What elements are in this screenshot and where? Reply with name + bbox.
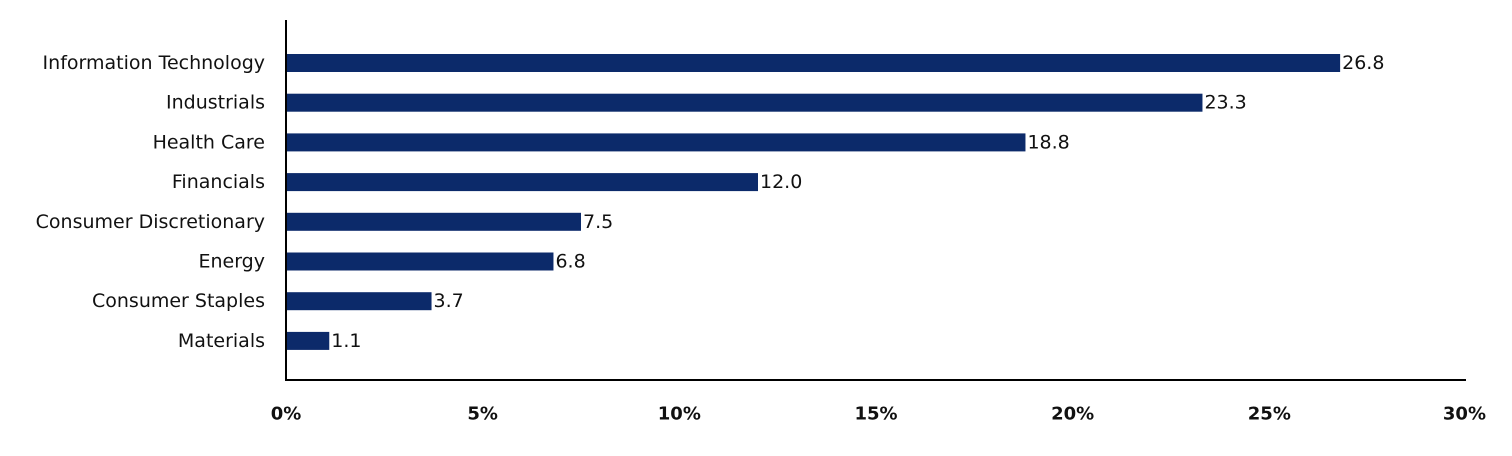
category-labels-group: Information Technology Industrials Health … — [36, 52, 265, 352]
category-label: Energy — [198, 251, 265, 273]
value-label: 12.0 — [760, 171, 802, 193]
bar — [286, 54, 1341, 72]
bar — [286, 212, 581, 231]
category-label: Health Care — [153, 131, 265, 153]
bars-group — [286, 54, 1341, 350]
x-tick-label: 0% — [271, 404, 302, 425]
category-label: Financials — [172, 171, 265, 193]
value-label: 6.8 — [555, 251, 585, 273]
bar — [286, 93, 1203, 112]
value-label: 18.8 — [1027, 131, 1069, 153]
value-label: 1.1 — [331, 330, 361, 352]
bar — [286, 331, 330, 350]
bar — [286, 252, 554, 271]
x-tick-label: 25% — [1248, 404, 1291, 425]
x-tick-label: 5% — [467, 404, 498, 425]
category-label: Consumer Discretionary — [36, 211, 265, 233]
bar — [286, 292, 432, 311]
category-label: Industrials — [166, 92, 265, 114]
value-label: 26.8 — [1342, 52, 1384, 74]
x-tick-label: 10% — [658, 404, 701, 425]
category-label: Consumer Staples — [92, 290, 265, 312]
x-tick-label: 15% — [854, 404, 897, 425]
category-label: Information Technology — [43, 52, 265, 74]
category-label: Materials — [178, 330, 265, 352]
x-tick-label: 20% — [1051, 404, 1094, 425]
value-label: 7.5 — [583, 211, 613, 233]
value-label: 3.7 — [434, 290, 464, 312]
x-tick-label: 30% — [1443, 404, 1486, 425]
x-tick-labels-group: 0% 5% 10% 15% 20% 25% 30% — [271, 404, 1486, 425]
value-labels-group: 26.8 23.3 18.8 12.0 7.5 6.8 3.7 1.1 — [331, 52, 1384, 352]
bar — [286, 133, 1026, 152]
value-label: 23.3 — [1204, 92, 1246, 114]
bar — [286, 173, 758, 192]
